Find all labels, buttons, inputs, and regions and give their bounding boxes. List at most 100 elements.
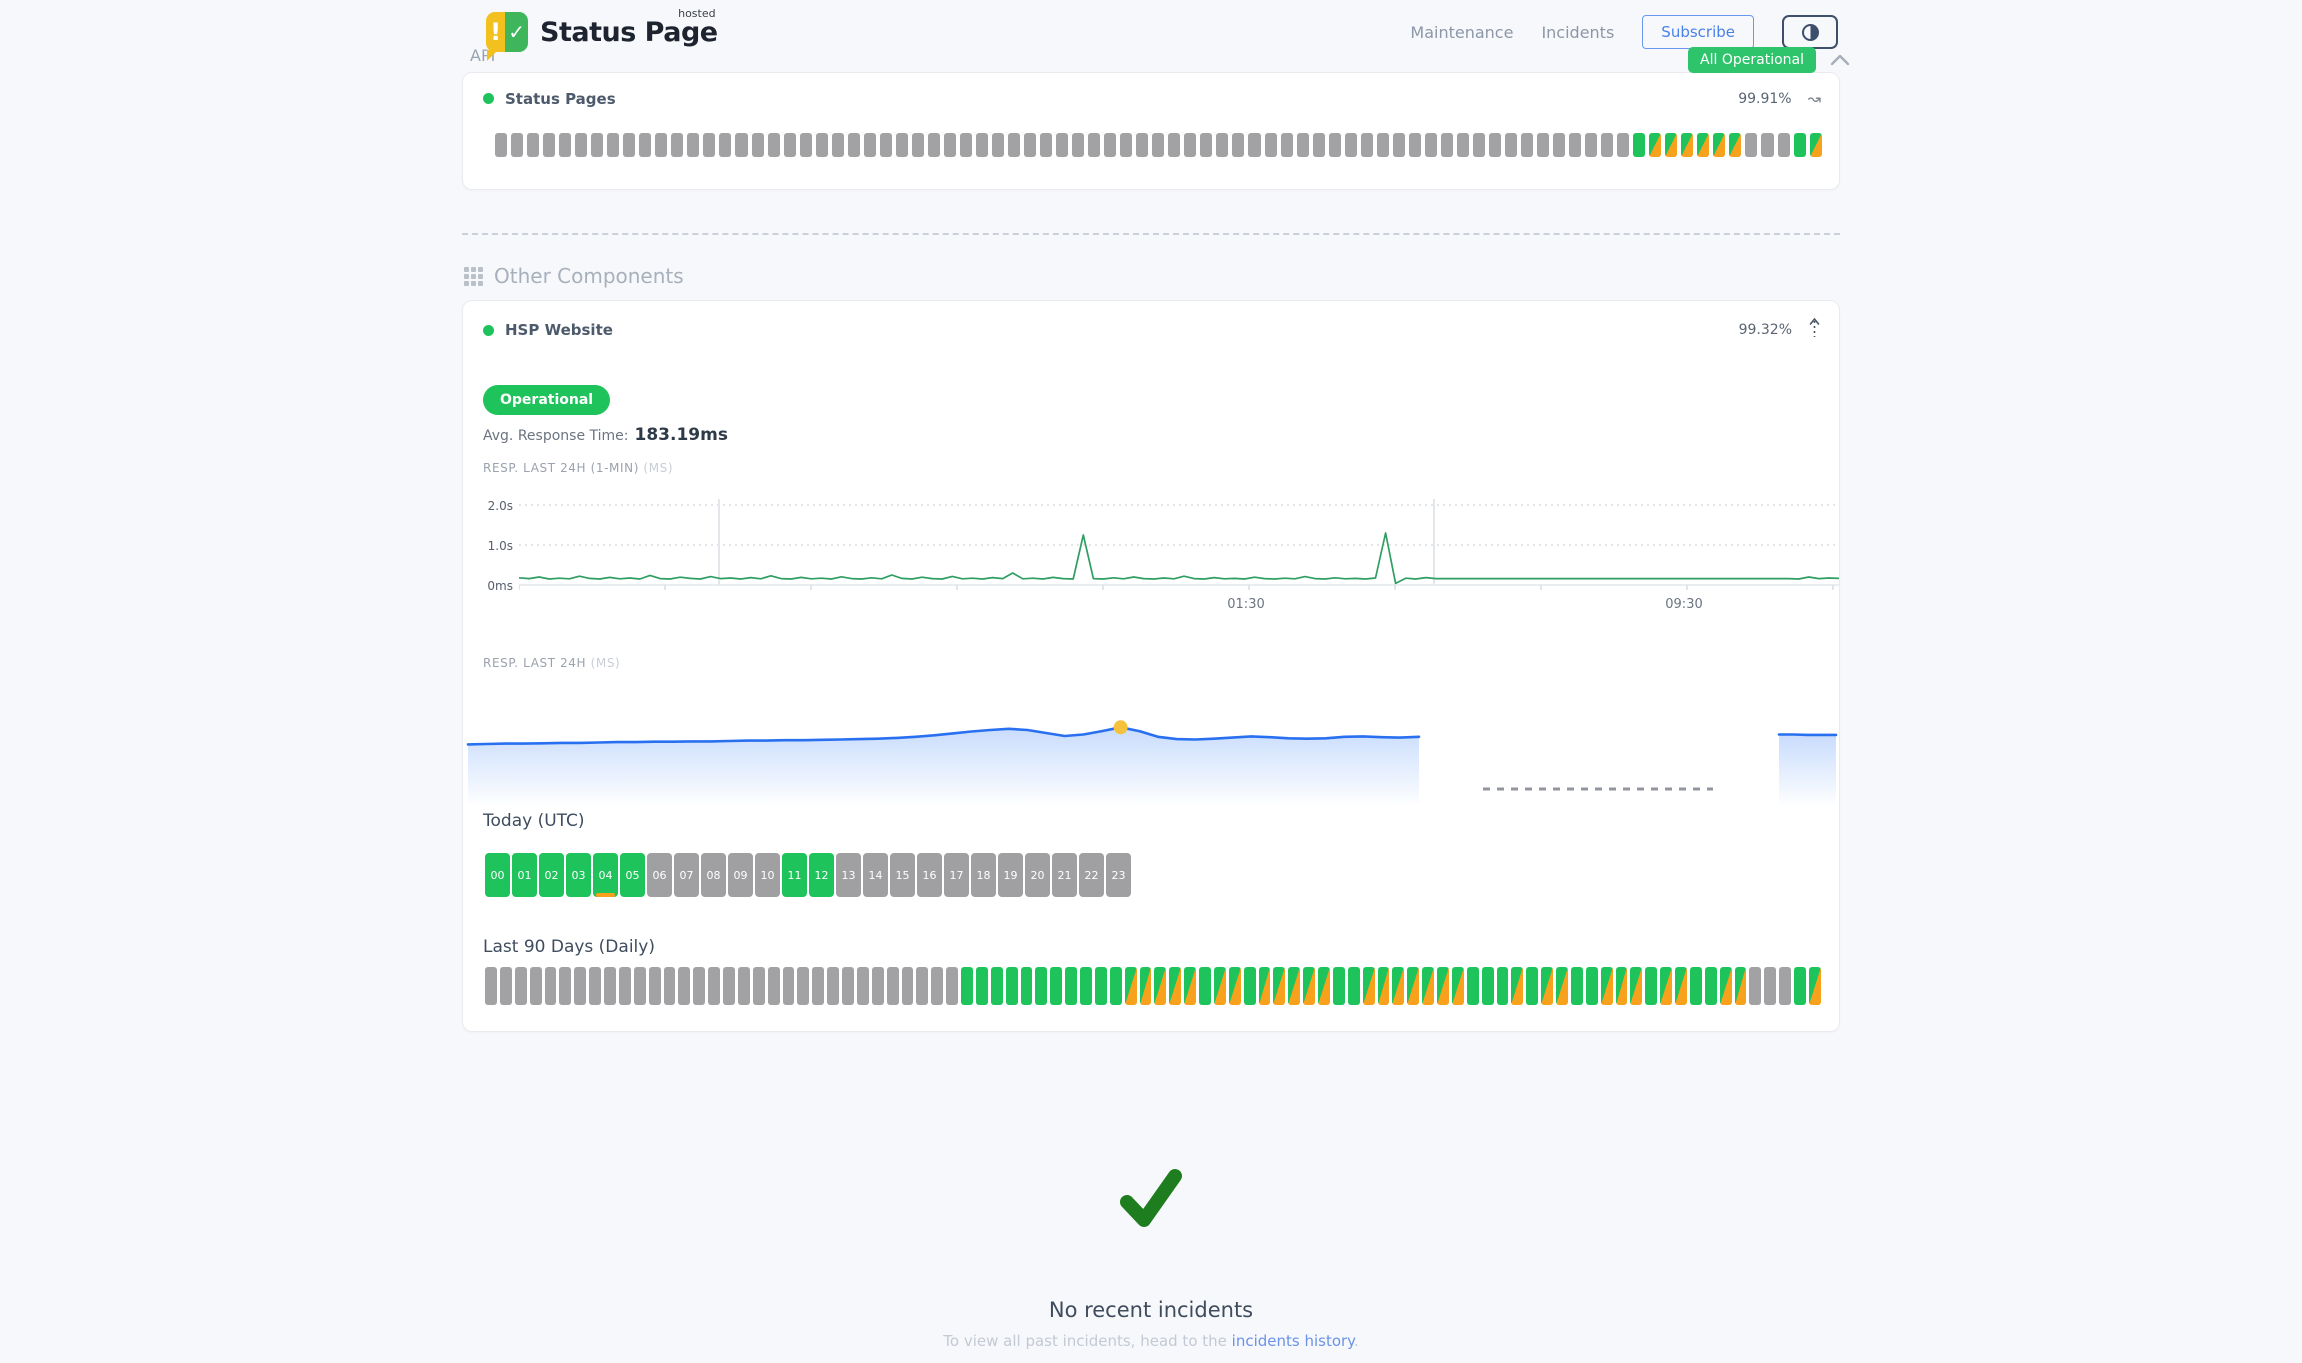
uptime-bar-split[interactable] xyxy=(1169,967,1182,1005)
uptime-bar-split[interactable] xyxy=(1729,133,1742,157)
uptime-bar-split[interactable] xyxy=(1681,133,1694,157)
uptime-bar-gray[interactable] xyxy=(495,133,508,157)
hour-block-13[interactable]: 13 xyxy=(836,853,861,897)
uptime-bar-split[interactable] xyxy=(1451,967,1464,1005)
uptime-bar-gray[interactable] xyxy=(946,967,958,1005)
uptime-bar-gray[interactable] xyxy=(708,967,720,1005)
incidents-history-link[interactable]: incidents history xyxy=(1231,1332,1354,1350)
uptime-bar-green[interactable] xyxy=(1243,967,1256,1005)
uptime-bar-gray[interactable] xyxy=(797,967,810,1005)
uptime-bar-gray[interactable] xyxy=(783,133,796,157)
uptime-bar-green[interactable] xyxy=(1570,967,1583,1005)
uptime-bar-gray[interactable] xyxy=(991,133,1004,157)
hour-block-19[interactable]: 19 xyxy=(998,853,1023,897)
uptime-bar-gray[interactable] xyxy=(1264,133,1277,157)
uptime-bar-gray[interactable] xyxy=(1360,133,1373,157)
uptime-bar-gray[interactable] xyxy=(856,967,869,1005)
uptime-bar-gray[interactable] xyxy=(1152,133,1165,157)
uptime-bar-green[interactable] xyxy=(1199,967,1211,1005)
uptime-bar-green[interactable] xyxy=(1035,967,1048,1005)
uptime-bar-green[interactable] xyxy=(975,967,988,1005)
uptime-bar-green[interactable] xyxy=(1526,967,1539,1005)
uptime-bar-gray[interactable] xyxy=(703,133,716,157)
uptime-bar-gray[interactable] xyxy=(671,133,684,157)
uptime-bar-green[interactable] xyxy=(1080,967,1092,1005)
hour-block-02[interactable]: 02 xyxy=(539,853,564,897)
uptime-bar-split[interactable] xyxy=(1649,133,1662,157)
uptime-bar-gray[interactable] xyxy=(975,133,988,157)
uptime-bar-gray[interactable] xyxy=(735,133,748,157)
uptime-bar-gray[interactable] xyxy=(648,967,661,1005)
hour-block-05[interactable]: 05 xyxy=(620,853,645,897)
uptime-bar-gray[interactable] xyxy=(1232,133,1245,157)
uptime-bar-split[interactable] xyxy=(1734,967,1747,1005)
uptime-bar-gray[interactable] xyxy=(751,133,764,157)
uptime-bar-green[interactable] xyxy=(990,967,1003,1005)
uptime-bar-gray[interactable] xyxy=(723,967,735,1005)
uptime-bar-split[interactable] xyxy=(1665,133,1678,157)
uptime-bar-green[interactable] xyxy=(1020,967,1033,1005)
uptime-bar-gray[interactable] xyxy=(1376,133,1389,157)
uptime-bar-gray[interactable] xyxy=(678,967,691,1005)
uptime-bar-green[interactable] xyxy=(1347,967,1360,1005)
uptime-bar-gray[interactable] xyxy=(871,967,884,1005)
uptime-bar-split[interactable] xyxy=(1808,967,1821,1005)
uptime-bar-green[interactable] xyxy=(1481,967,1494,1005)
uptime-bar-split[interactable] xyxy=(1213,967,1226,1005)
hour-block-00[interactable]: 00 xyxy=(485,853,510,897)
uptime-bar-split[interactable] xyxy=(1809,133,1822,157)
uptime-bar-gray[interactable] xyxy=(1296,133,1309,157)
uptime-bar-gray[interactable] xyxy=(1056,133,1069,157)
uptime-bar-gray[interactable] xyxy=(1168,133,1181,157)
uptime-bar-green[interactable] xyxy=(1689,967,1702,1005)
uptime-bar-gray[interactable] xyxy=(543,133,556,157)
uptime-bar-gray[interactable] xyxy=(1569,133,1582,157)
uptime-bar-split[interactable] xyxy=(1288,967,1301,1005)
uptime-bar-gray[interactable] xyxy=(1521,133,1534,157)
uptime-bar-gray[interactable] xyxy=(842,967,854,1005)
subscribe-button[interactable]: Subscribe xyxy=(1642,15,1754,49)
uptime-bar-gray[interactable] xyxy=(1008,133,1021,157)
uptime-bar-gray[interactable] xyxy=(618,967,631,1005)
uptime-bar-gray[interactable] xyxy=(1777,133,1790,157)
uptime-bar-gray[interactable] xyxy=(633,967,646,1005)
uptime-bar-split[interactable] xyxy=(1154,967,1167,1005)
uptime-bar-gray[interactable] xyxy=(1749,967,1762,1005)
uptime-bar-split[interactable] xyxy=(1437,967,1449,1005)
uptime-bar-split[interactable] xyxy=(1392,967,1405,1005)
uptime-bar-gray[interactable] xyxy=(1585,133,1598,157)
uptime-bar-green[interactable] xyxy=(1332,967,1345,1005)
uptime-bar-gray[interactable] xyxy=(687,133,700,157)
uptime-bar-gray[interactable] xyxy=(886,967,899,1005)
uptime-bar-green[interactable] xyxy=(1794,967,1806,1005)
uptime-bar-gray[interactable] xyxy=(1761,133,1774,157)
uptime-bar-gray[interactable] xyxy=(1745,133,1758,157)
uptime-bar-green[interactable] xyxy=(1065,967,1077,1005)
uptime-bar-green[interactable] xyxy=(1793,133,1806,157)
uptime-bar-gray[interactable] xyxy=(782,967,795,1005)
uptime-bar-gray[interactable] xyxy=(1504,133,1517,157)
uptime-bar-gray[interactable] xyxy=(1601,133,1614,157)
uptime-bar-gray[interactable] xyxy=(863,133,876,157)
uptime-bar-gray[interactable] xyxy=(499,967,512,1005)
uptime-bar-gray[interactable] xyxy=(485,967,497,1005)
hour-block-03[interactable]: 03 xyxy=(566,853,591,897)
uptime-bar-gray[interactable] xyxy=(1104,133,1117,157)
hour-block-16[interactable]: 16 xyxy=(917,853,942,897)
uptime-bar-split[interactable] xyxy=(1660,967,1672,1005)
uptime-bar-gray[interactable] xyxy=(719,133,732,157)
uptime-bar-split[interactable] xyxy=(1377,967,1390,1005)
uptime-bar-gray[interactable] xyxy=(639,133,652,157)
uptime-bar-gray[interactable] xyxy=(589,967,601,1005)
uptime-bar-gray[interactable] xyxy=(655,133,668,157)
uptime-bar-gray[interactable] xyxy=(1072,133,1085,157)
uptime-bar-gray[interactable] xyxy=(693,967,706,1005)
uptime-bar-split[interactable] xyxy=(1675,967,1687,1005)
uptime-bar-gray[interactable] xyxy=(943,133,956,157)
nav-incidents[interactable]: Incidents xyxy=(1541,22,1615,42)
uptime-bar-gray[interactable] xyxy=(799,133,812,157)
uptime-bar-gray[interactable] xyxy=(916,967,929,1005)
uptime-bar-split[interactable] xyxy=(1615,967,1628,1005)
uptime-bar-gray[interactable] xyxy=(911,133,924,157)
hour-block-09[interactable]: 09 xyxy=(728,853,753,897)
